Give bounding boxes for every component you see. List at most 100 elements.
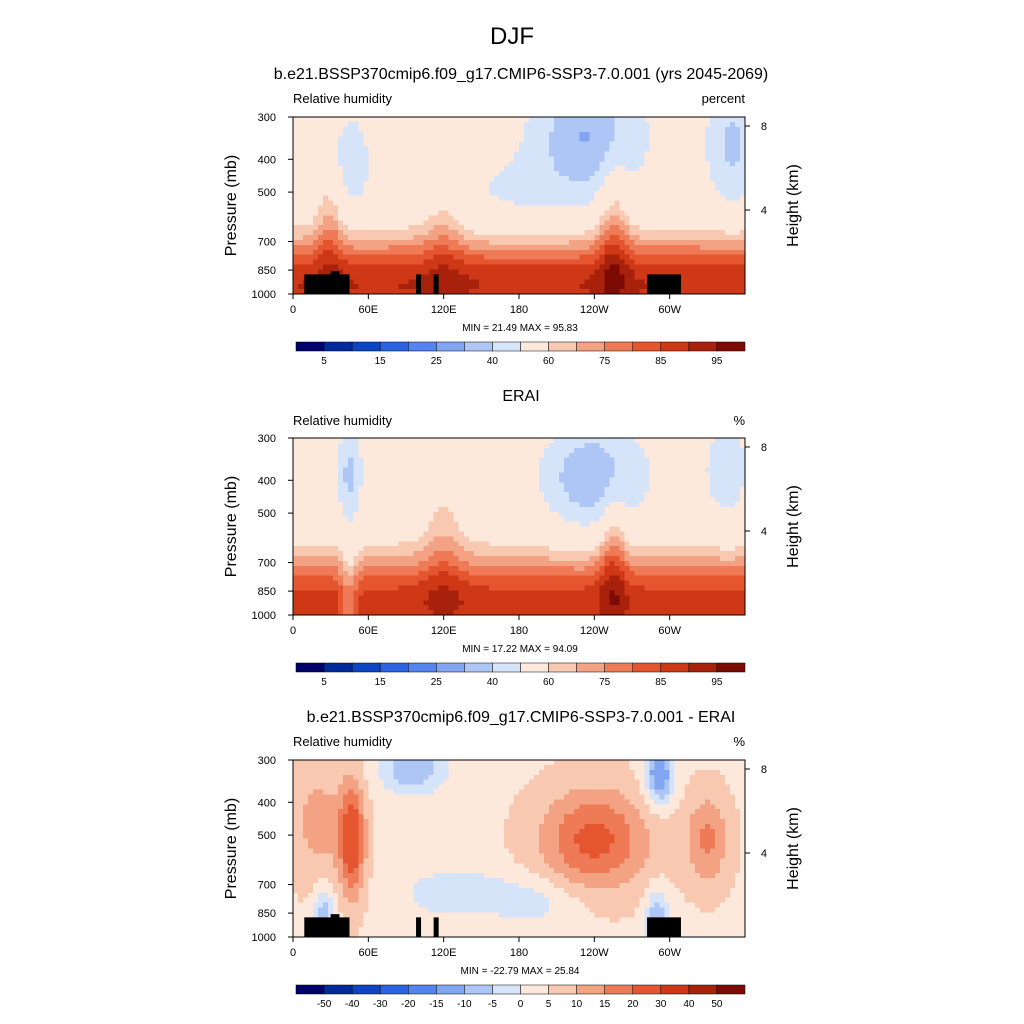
field-cell: [689, 225, 696, 231]
field-cell: [614, 244, 621, 251]
field-cell: [393, 506, 400, 513]
field-cell: [383, 452, 390, 459]
field-cell: [353, 472, 359, 478]
field-cell: [639, 274, 646, 280]
field-cell: [438, 452, 445, 459]
field-cell: [649, 511, 656, 518]
field-cell: [513, 457, 520, 464]
field-cell: [519, 210, 525, 216]
field-cell: [468, 176, 475, 182]
field-cell: [453, 289, 460, 295]
field-cell: [564, 501, 570, 508]
field-cell: [413, 126, 420, 133]
field-cell: [293, 269, 299, 275]
field-cell: [524, 289, 530, 295]
field-cell: [503, 126, 510, 133]
field-cell: [654, 457, 661, 464]
field-cell: [729, 521, 736, 528]
field-cell: [624, 442, 631, 449]
field-cell: [343, 462, 349, 469]
field-cell: [634, 249, 641, 256]
field-cell: [734, 264, 741, 271]
field-cell: [559, 200, 565, 207]
field-cell: [468, 225, 475, 231]
field-cell: [308, 239, 314, 246]
field-cell: [393, 176, 400, 182]
field-cell: [544, 516, 550, 523]
field-cell: [378, 264, 384, 271]
field-cell: [458, 487, 465, 493]
field-cell: [298, 492, 304, 498]
field-cell: [644, 521, 651, 528]
field-cell: [293, 482, 299, 488]
field-cell: [363, 176, 369, 182]
field-cell: [674, 457, 681, 464]
field-cell: [594, 264, 600, 271]
field-cell: [478, 176, 485, 182]
field-cell: [714, 264, 721, 271]
field-cell: [383, 516, 390, 523]
field-cell: [599, 235, 605, 241]
field-cell: [569, 190, 575, 197]
field-cell: [448, 200, 455, 207]
field-cell: [644, 195, 651, 202]
field-cell: [519, 161, 525, 167]
field-cell: [569, 447, 575, 454]
field-cell: [293, 166, 299, 172]
field-cell: [508, 180, 515, 187]
field-cell: [503, 289, 510, 295]
field-cell: [619, 264, 626, 271]
field-cell: [353, 487, 359, 493]
field-cell: [408, 274, 415, 280]
field-cell: [544, 117, 550, 123]
field-cell: [513, 171, 520, 177]
field-cell: [478, 131, 485, 138]
field-cell: [498, 472, 505, 478]
field-cell: [473, 180, 480, 187]
field-cell: [609, 225, 616, 231]
field-cell: [398, 472, 405, 478]
field-cell: [659, 259, 666, 266]
field-cell: [719, 467, 726, 474]
field-cell: [539, 235, 545, 241]
field-cell: [529, 151, 535, 157]
field-cell: [739, 244, 746, 251]
field-cell: [393, 501, 400, 508]
field-cell: [714, 131, 721, 138]
field-cell: [584, 506, 590, 513]
field-cell: [554, 477, 560, 483]
field-cell: [589, 284, 595, 290]
field-cell: [433, 521, 440, 528]
field-cell: [714, 501, 721, 508]
field-cell: [529, 254, 535, 261]
field-cell: [393, 497, 400, 503]
field-cell: [704, 166, 711, 172]
field-cell: [629, 472, 636, 478]
field-cell: [694, 195, 701, 202]
field-cell: [639, 117, 646, 123]
field-cell: [724, 171, 731, 177]
field-cell: [659, 176, 666, 182]
field-cell: [323, 205, 329, 212]
field-cell: [709, 185, 716, 192]
field-cell: [333, 264, 339, 271]
field-cell: [714, 516, 721, 523]
field-cell: [639, 161, 646, 167]
field-cell: [529, 501, 535, 508]
field-cell: [463, 284, 470, 290]
field-cell: [734, 477, 741, 483]
field-cell: [303, 220, 309, 226]
field-cell: [684, 244, 691, 251]
field-cell: [634, 501, 641, 508]
field-cell: [293, 230, 299, 236]
field-cell: [358, 244, 364, 251]
field-cell: [378, 457, 384, 464]
field-cell: [694, 244, 701, 251]
field-cell: [318, 126, 324, 133]
field-cell: [649, 264, 656, 271]
field-cell: [438, 171, 445, 177]
field-cell: [443, 447, 450, 454]
field-cell: [599, 205, 605, 212]
field-cell: [649, 442, 656, 449]
field-cell: [719, 210, 726, 216]
